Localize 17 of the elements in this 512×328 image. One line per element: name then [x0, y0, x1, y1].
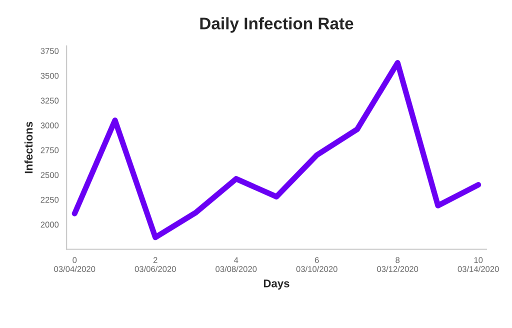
x-tick-label: 10 03/14/2020	[458, 257, 499, 272]
y-tick-label: 3750	[40, 48, 59, 54]
x-tick-label: 4 03/08/2020	[216, 257, 257, 272]
x-tick-label: 2 03/06/2020	[134, 257, 176, 272]
chart-title: Daily Infection Rate	[200, 17, 354, 33]
x-axis-title: Days	[264, 280, 290, 290]
y-tick-label: 3000	[40, 122, 59, 128]
y-tick-label: 2750	[40, 147, 59, 154]
x-tick-label: 8 03/12/2020	[377, 257, 418, 272]
y-tick-label: 3500	[40, 72, 59, 79]
x-tick-label: 6 03/10/2020	[296, 257, 338, 272]
y-tick-label: 3250	[40, 98, 59, 104]
y-tick-label: 2000	[40, 222, 59, 228]
x-tick-label: 0 03/04/2020	[54, 257, 96, 272]
y-tick-label: 2250	[40, 196, 59, 203]
y-axis-title: Infections	[24, 122, 33, 174]
y-tick-label: 2500	[40, 172, 59, 178]
